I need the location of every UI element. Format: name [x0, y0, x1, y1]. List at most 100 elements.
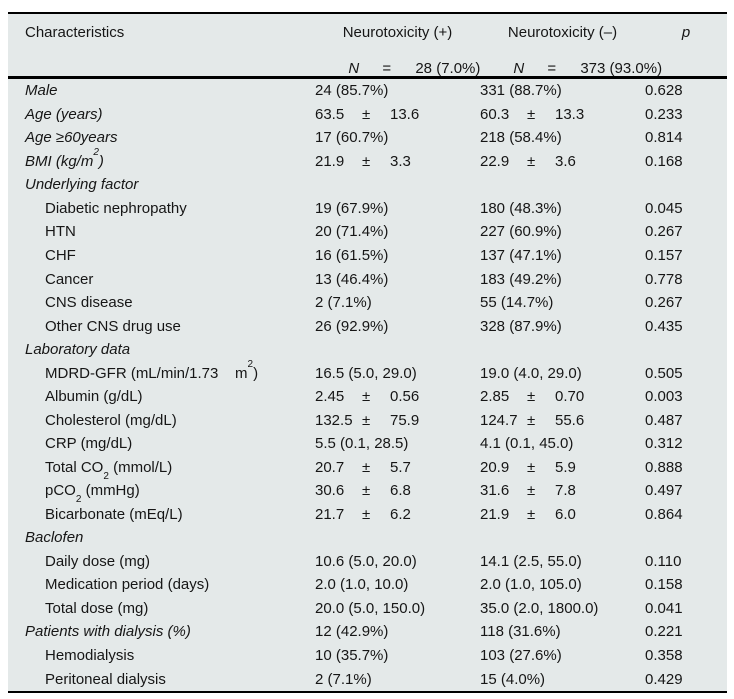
value-neurotoxicity-negative: 218 (58.4%) — [480, 129, 562, 147]
value-neurotoxicity-positive: 132.5 ±75.9 — [315, 413, 480, 428]
value-neurotoxicity-negative: 35.0 (2.0, 1800.0) — [480, 599, 599, 617]
mean-value: 31.6 — [480, 482, 510, 500]
value-neurotoxicity-negative: 31.6 ±7.8 — [480, 483, 645, 498]
p-value: 0.157 — [645, 246, 683, 264]
value-neurotoxicity-positive: 5.5 (0.1, 28.5) — [315, 435, 409, 453]
value-neurotoxicity-negative: 21.9 ±6.0 — [480, 507, 645, 522]
column-header-p: p — [681, 23, 691, 41]
mean-value: 63.5 — [315, 105, 345, 123]
row-label: Patients with dialysis (%) — [25, 623, 191, 641]
subscript-text: 2 — [75, 494, 82, 506]
table-row: CNS disease 2 (7.1%) 55 (14.7%) 0.267 — [8, 291, 727, 315]
sd-value: 13.6 — [390, 105, 420, 123]
plus-minus-sign: ± — [362, 482, 371, 500]
sd-value: 3.6 — [555, 152, 576, 170]
row-label: Hemodialysis — [45, 647, 135, 665]
sd-value: 5.7 — [390, 458, 411, 476]
value-neurotoxicity-negative: 14.1 (2.5, 55.0) — [480, 552, 582, 570]
value-neurotoxicity-negative: 331 (88.7%) — [480, 82, 562, 100]
table-row: BMI (kg/m2) 21.9 ±3.3 22.9 ±3.6 0.168 — [8, 146, 727, 174]
plus-minus-sign: ± — [527, 105, 536, 123]
table-row: Other CNS drug use 26 (92.9%) 328 (87.9%) 0… — [8, 314, 727, 338]
subheader-n-positive: N = 28 (7.0%) — [315, 46, 480, 91]
plus-minus-sign: ± — [362, 505, 371, 523]
row-label: Age (years) — [25, 105, 103, 123]
superscript-text: 2 — [93, 146, 99, 158]
plus-minus-sign: ± — [362, 105, 371, 123]
value-neurotoxicity-negative: 2.85 ±0.70 — [480, 389, 645, 404]
table-row: Age (years) 63.5 ±13.6 60.3 ±13.3 0.233 — [8, 103, 727, 127]
value-neurotoxicity-negative: 183 (49.2%) — [480, 270, 562, 288]
value-neurotoxicity-positive: 10.6 (5.0, 20.0) — [315, 552, 417, 570]
table-row: Patients with dialysis (%) 12 (42.9%) 118 … — [8, 620, 727, 644]
label-text: MDRD-GFR (mL/min/1.73 m — [45, 364, 248, 382]
value-neurotoxicity-positive: 30.6 ±6.8 — [315, 483, 480, 498]
sd-value: 0.56 — [390, 388, 420, 406]
value-neurotoxicity-positive: 63.5 ±13.6 — [315, 107, 480, 122]
plus-minus-sign: ± — [527, 152, 536, 170]
p-value: 0.233 — [645, 105, 683, 123]
value-neurotoxicity-negative: 55 (14.7%) — [480, 294, 554, 312]
table-row: Bicarbonate (mEq/L) 21.7 ±6.2 21.9 ±6.0 0.864 — [8, 503, 727, 527]
sd-value: 3.3 — [390, 152, 411, 170]
plus-minus-sign: ± — [527, 482, 536, 500]
plus-minus-sign: ± — [362, 458, 371, 476]
column-header-characteristics: Characteristics — [25, 23, 125, 41]
row-label: Underlying factor — [25, 176, 139, 194]
value-neurotoxicity-positive: 2.45 ±0.56 — [315, 389, 480, 404]
value-neurotoxicity-negative: 15 (4.0%) — [480, 670, 546, 688]
p-value: 0.435 — [645, 317, 683, 335]
mean-value: 30.6 — [315, 482, 345, 500]
value-neurotoxicity-positive: 16 (61.5%) — [315, 246, 389, 264]
column-header-neurotoxicity-negative: Neurotoxicity (–) — [507, 23, 618, 41]
mean-value: 2.45 — [315, 388, 345, 406]
p-value: 0.778 — [645, 270, 683, 288]
p-value: 0.168 — [645, 152, 683, 170]
sd-value: 0.70 — [555, 388, 585, 406]
n-label: N — [348, 60, 360, 77]
p-value: 0.267 — [645, 294, 683, 312]
value-neurotoxicity-negative: 328 (87.9%) — [480, 317, 562, 335]
section-row: Baclofen — [8, 526, 727, 550]
mean-value: 132.5 — [315, 411, 353, 429]
row-label: CRP (mg/dL) — [45, 435, 133, 453]
label-text: ) — [98, 152, 104, 170]
row-label: Other CNS drug use — [45, 317, 181, 335]
row-label: CNS disease — [45, 294, 133, 312]
label-text: BMI (kg/m — [25, 152, 94, 170]
p-value: 0.221 — [645, 623, 683, 641]
p-value: 0.158 — [645, 576, 683, 594]
value-neurotoxicity-positive: 16.5 (5.0, 29.0) — [315, 364, 417, 382]
equals-sign: = — [547, 60, 557, 77]
value-neurotoxicity-positive: 2 (7.1%) — [315, 294, 372, 312]
value-neurotoxicity-positive: 20.7 ±5.7 — [315, 460, 480, 475]
value-neurotoxicity-negative: 180 (48.3%) — [480, 199, 562, 217]
mean-value: 21.7 — [315, 505, 345, 523]
value-neurotoxicity-negative: 118 (31.6%) — [480, 623, 561, 641]
value-neurotoxicity-negative: 60.3 ±13.3 — [480, 107, 645, 122]
table-row: Medication period (days) 2.0 (1.0, 10.0) 2… — [8, 573, 727, 597]
value-neurotoxicity-positive: 24 (85.7%) — [315, 82, 389, 100]
sd-value: 7.8 — [555, 482, 576, 500]
row-label: CHF — [45, 246, 76, 264]
p-value: 0.267 — [645, 223, 683, 241]
row-label: Cholesterol (mg/dL) — [45, 411, 177, 429]
value-neurotoxicity-negative: 124.7 ±55.6 — [480, 413, 645, 428]
value-neurotoxicity-positive: 2 (7.1%) — [315, 670, 372, 688]
value-neurotoxicity-positive: 26 (92.9%) — [315, 317, 389, 335]
table-row: Diabetic nephropathy 19 (67.9%) 180 (48.3%… — [8, 197, 727, 221]
sd-value: 13.3 — [555, 105, 585, 123]
value-neurotoxicity-positive: 13 (46.4%) — [315, 270, 389, 288]
value-neurotoxicity-negative: 20.9 ±5.9 — [480, 460, 645, 475]
sd-value: 6.2 — [390, 505, 411, 523]
mean-value: 21.9 — [315, 152, 345, 170]
value-neurotoxicity-positive: 2.0 (1.0, 10.0) — [315, 576, 409, 594]
value-neurotoxicity-positive: 10 (35.7%) — [315, 647, 389, 665]
p-value: 0.312 — [645, 435, 683, 453]
plus-minus-sign: ± — [527, 388, 536, 406]
table-row: Hemodialysis 10 (35.7%) 103 (27.6%) 0.358 — [8, 644, 727, 668]
row-label: Peritoneal dialysis — [45, 670, 166, 688]
equals-sign: = — [382, 60, 392, 77]
value-neurotoxicity-negative: 19.0 (4.0, 29.0) — [480, 364, 582, 382]
table-row: CRP (mg/dL) 5.5 (0.1, 28.5) 4.1 (0.1, 45.0… — [8, 432, 727, 456]
